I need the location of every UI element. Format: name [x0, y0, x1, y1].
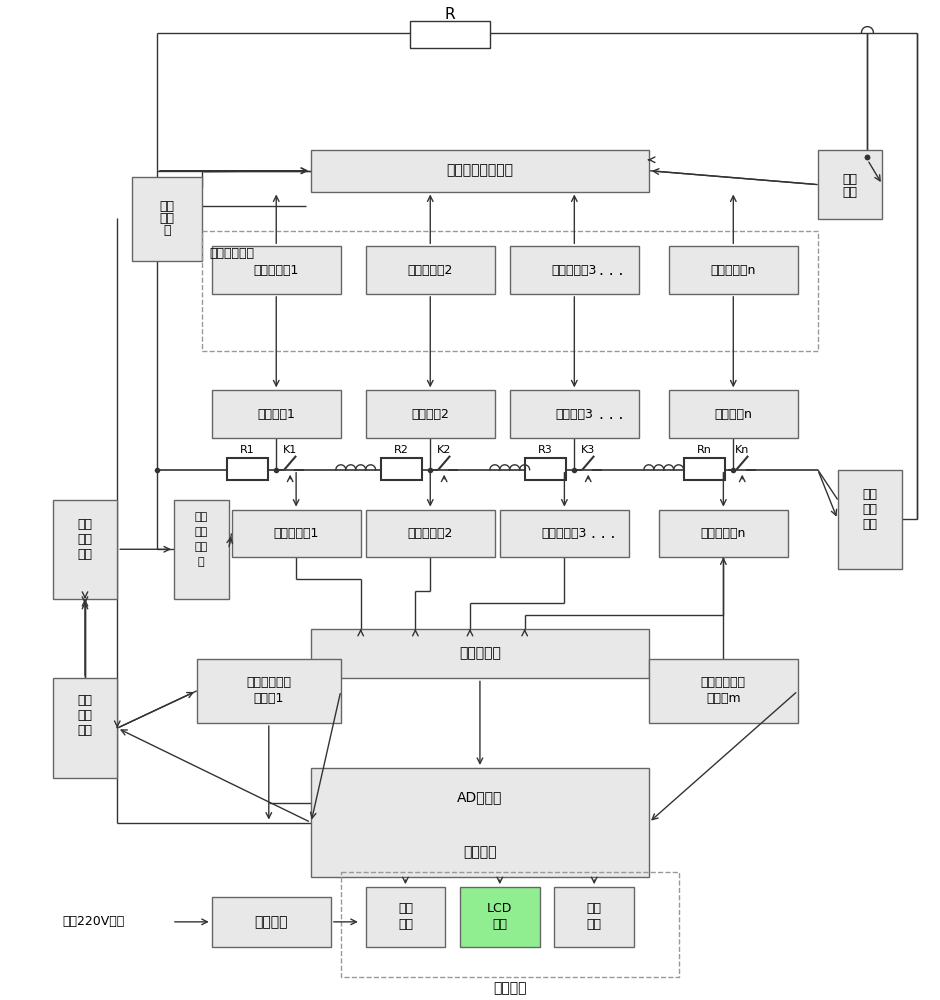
Bar: [231, 510, 361, 557]
Text: 温度检测装置: 温度检测装置: [210, 247, 255, 260]
Bar: [174, 500, 228, 599]
Text: 器: 器: [164, 224, 171, 237]
Text: 驱动: 驱动: [862, 503, 877, 516]
Bar: [366, 887, 446, 947]
Text: LCD: LCD: [487, 902, 512, 915]
Bar: [196, 659, 341, 723]
Bar: [668, 390, 798, 438]
Bar: [311, 629, 649, 678]
Bar: [311, 150, 649, 192]
Bar: [53, 500, 118, 599]
Text: 电路: 电路: [398, 918, 413, 931]
Text: 电流: 电流: [160, 200, 175, 213]
Text: 温度传感器3: 温度传感器3: [552, 264, 597, 277]
Text: 温度传感器2: 温度传感器2: [408, 264, 453, 277]
Bar: [411, 21, 490, 48]
Text: 光耦: 光耦: [195, 512, 208, 522]
Bar: [555, 887, 634, 947]
Text: Kn: Kn: [735, 445, 749, 455]
Text: AD转换器: AD转换器: [457, 791, 503, 805]
Bar: [133, 177, 202, 261]
Text: R1: R1: [240, 445, 255, 455]
Text: 电路: 电路: [77, 548, 92, 561]
Text: . . .: . . .: [599, 263, 623, 278]
Bar: [683, 458, 726, 480]
Text: 继电器逻辑控: 继电器逻辑控: [246, 676, 291, 689]
Text: 控制: 控制: [842, 173, 857, 186]
Text: 继电器逻辑控: 继电器逻辑控: [701, 676, 745, 689]
Text: 温度传感器1: 温度传感器1: [254, 264, 299, 277]
Text: 继电: 继电: [195, 527, 208, 537]
Text: 开关电源: 开关电源: [255, 915, 288, 929]
Bar: [341, 872, 679, 977]
Text: 电路: 电路: [862, 518, 877, 531]
Bar: [509, 246, 639, 294]
Text: 电路: 电路: [77, 724, 92, 737]
Text: 驱动: 驱动: [77, 533, 92, 546]
Bar: [668, 246, 798, 294]
Bar: [649, 659, 798, 723]
Bar: [366, 246, 494, 294]
Text: 单体电池1: 单体电池1: [258, 408, 295, 421]
Text: 调理: 调理: [77, 709, 92, 722]
Text: K3: K3: [581, 445, 595, 455]
Text: 单体电池n: 单体电池n: [714, 408, 752, 421]
Text: 光耦继电器n: 光耦继电器n: [700, 527, 746, 540]
Bar: [509, 390, 639, 438]
Text: 主控芯片: 主控芯片: [463, 845, 496, 859]
Bar: [838, 470, 902, 569]
Text: . . .: . . .: [599, 407, 623, 422]
Bar: [212, 246, 341, 294]
Bar: [202, 231, 818, 351]
Bar: [500, 510, 629, 557]
Text: 报警: 报警: [398, 902, 413, 915]
Bar: [53, 678, 118, 778]
Text: 列: 列: [198, 557, 205, 567]
Text: 电压传感器: 电压传感器: [459, 647, 501, 661]
Text: R: R: [445, 7, 456, 22]
Bar: [381, 458, 422, 480]
Bar: [311, 768, 649, 877]
Text: 第二: 第二: [77, 518, 92, 531]
Text: 显示: 显示: [493, 918, 508, 931]
Text: 开关: 开关: [842, 186, 857, 199]
Bar: [366, 390, 494, 438]
Text: 光耦继电器2: 光耦继电器2: [408, 527, 453, 540]
Bar: [212, 390, 341, 438]
Text: 单体电池3: 单体电池3: [556, 408, 593, 421]
Bar: [460, 887, 540, 947]
Bar: [525, 458, 567, 480]
Text: 传感: 传感: [160, 212, 175, 225]
Text: R2: R2: [394, 445, 409, 455]
Bar: [659, 510, 788, 557]
Text: K1: K1: [283, 445, 297, 455]
Text: 制电路m: 制电路m: [706, 692, 741, 705]
Text: Rn: Rn: [697, 445, 712, 455]
Bar: [212, 897, 331, 947]
Bar: [227, 458, 268, 480]
Text: R3: R3: [538, 445, 553, 455]
Text: 温度参数调理电路: 温度参数调理电路: [446, 164, 513, 178]
Text: 显示面板: 显示面板: [493, 981, 526, 995]
Text: 电路: 电路: [587, 918, 602, 931]
Text: . . .: . . .: [591, 526, 616, 541]
Text: 接键: 接键: [587, 902, 602, 915]
Text: 单体电池2: 单体电池2: [412, 408, 449, 421]
Text: 光耦继电器3: 光耦继电器3: [541, 527, 588, 540]
Text: 第一: 第一: [862, 488, 877, 501]
Text: 外部220V电压: 外部220V电压: [63, 915, 125, 928]
Bar: [366, 510, 494, 557]
Bar: [818, 150, 883, 219]
Text: 信号: 信号: [77, 694, 92, 707]
Text: 制电路1: 制电路1: [254, 692, 284, 705]
Text: K2: K2: [437, 445, 451, 455]
Text: 温度传感器n: 温度传感器n: [711, 264, 756, 277]
Text: 光耦继电器1: 光耦继电器1: [274, 527, 319, 540]
Text: 器阵: 器阵: [195, 542, 208, 552]
